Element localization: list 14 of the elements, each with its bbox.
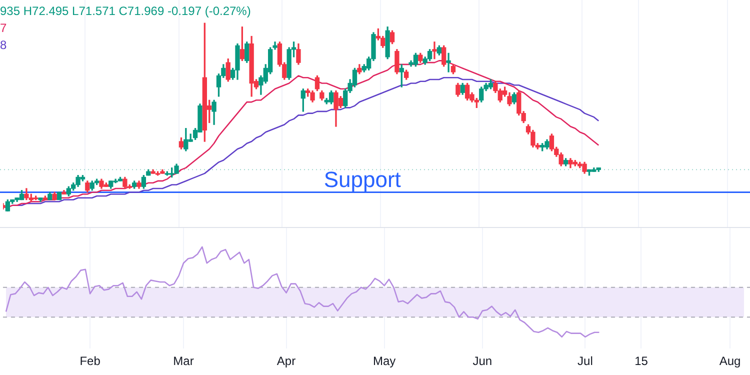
x-tick-label: Jul (578, 354, 593, 368)
annotation: 8 (0, 38, 7, 52)
text: 935 H72.495 L71.571 C71.969 -0.197 (-0.27%) (0, 4, 251, 18)
candlestick (432, 42, 437, 60)
candlestick (446, 52, 451, 72)
x-tick-label: May (373, 354, 396, 368)
x-tick-label: Jun (472, 354, 492, 368)
annotation: 7 (0, 21, 7, 35)
x-tick-label: 15 (634, 354, 648, 368)
x-tick-label: Feb (80, 354, 101, 368)
x-tick-label: Apr (276, 354, 296, 368)
ref-line-label: Support (324, 166, 401, 192)
x-tick-label: Mar (173, 354, 194, 368)
x-tick-label: Aug (719, 354, 741, 368)
